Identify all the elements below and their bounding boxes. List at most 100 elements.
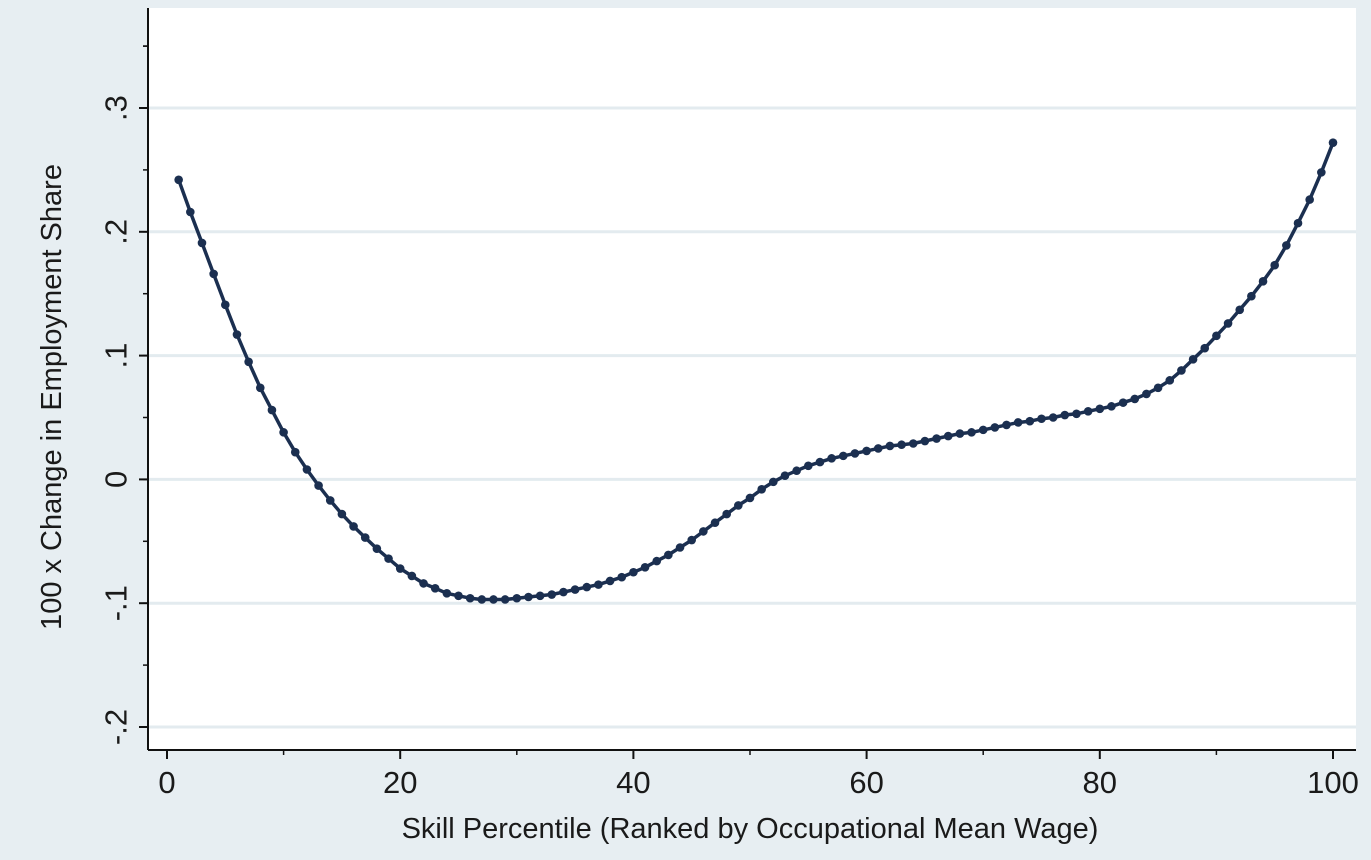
y-tick-label: 0 bbox=[99, 471, 134, 488]
data-point bbox=[920, 436, 930, 446]
data-point bbox=[990, 423, 1000, 432]
data-point bbox=[699, 527, 708, 536]
data-point bbox=[804, 461, 813, 471]
data-point bbox=[197, 238, 207, 248]
data-point bbox=[885, 441, 895, 451]
data-point bbox=[897, 440, 906, 450]
y-tick-label: .1 bbox=[99, 343, 134, 369]
data-point bbox=[640, 562, 650, 572]
data-point bbox=[1048, 413, 1058, 422]
x-tick-label: 40 bbox=[616, 765, 650, 800]
data-point bbox=[687, 535, 696, 545]
data-point bbox=[209, 269, 218, 279]
y-tick-label: .3 bbox=[99, 95, 134, 121]
data-point bbox=[1317, 168, 1326, 177]
y-tick-label: -.2 bbox=[99, 709, 134, 745]
data-point bbox=[384, 554, 393, 563]
data-point bbox=[757, 485, 766, 494]
data-point bbox=[186, 207, 195, 217]
data-point bbox=[780, 471, 790, 480]
data-point bbox=[1002, 420, 1011, 430]
x-tick-label: 60 bbox=[849, 765, 883, 800]
data-point bbox=[442, 588, 452, 598]
data-point bbox=[955, 429, 965, 438]
data-point bbox=[337, 509, 347, 519]
data-point bbox=[792, 466, 801, 476]
data-point bbox=[1072, 409, 1081, 419]
x-tick-label: 100 bbox=[1307, 765, 1359, 800]
data-point bbox=[559, 587, 568, 597]
data-point bbox=[1142, 389, 1151, 399]
x-axis-title: Skill Percentile (Ranked by Occupational… bbox=[402, 813, 1099, 845]
data-point bbox=[244, 357, 253, 367]
y-tick-label: -.1 bbox=[99, 585, 134, 621]
data-point bbox=[267, 405, 277, 415]
data-point bbox=[769, 477, 778, 487]
data-point bbox=[664, 550, 673, 560]
data-point bbox=[174, 175, 183, 185]
data-point bbox=[221, 300, 230, 310]
data-point bbox=[314, 481, 323, 490]
data-point bbox=[454, 591, 463, 601]
data-point bbox=[1200, 343, 1210, 353]
data-point bbox=[1293, 218, 1303, 228]
data-point bbox=[570, 585, 580, 594]
data-point bbox=[489, 595, 498, 604]
data-point bbox=[1060, 410, 1070, 420]
data-point bbox=[1107, 402, 1116, 411]
data-point bbox=[430, 584, 440, 593]
data-point bbox=[512, 593, 522, 603]
data-point bbox=[850, 449, 860, 458]
x-tick-label: 0 bbox=[158, 765, 175, 800]
data-point bbox=[395, 564, 405, 573]
data-point bbox=[524, 592, 533, 602]
data-point bbox=[1118, 398, 1128, 407]
data-point bbox=[372, 544, 382, 554]
data-point bbox=[838, 451, 848, 461]
data-point bbox=[465, 593, 475, 603]
data-point bbox=[547, 590, 557, 599]
data-point bbox=[932, 434, 941, 443]
data-point bbox=[1188, 355, 1198, 364]
data-point bbox=[605, 576, 615, 586]
data-point bbox=[1095, 404, 1105, 414]
data-point bbox=[815, 457, 825, 467]
gridlines bbox=[148, 106, 1356, 729]
series-layer bbox=[174, 138, 1338, 604]
data-point bbox=[1328, 138, 1338, 147]
x-tick-label: 20 bbox=[383, 765, 417, 800]
data-point bbox=[710, 518, 720, 528]
data-point bbox=[290, 447, 300, 457]
data-point bbox=[1177, 366, 1186, 375]
data-point bbox=[1212, 331, 1221, 341]
series-line bbox=[177, 142, 1335, 602]
data-point bbox=[1258, 277, 1268, 286]
data-point bbox=[232, 330, 242, 339]
y-axis-title: 100 x Change in Employment Share bbox=[36, 164, 68, 630]
data-point bbox=[279, 428, 288, 437]
data-point bbox=[349, 522, 358, 531]
data-point bbox=[255, 383, 265, 393]
x-tick-label: 80 bbox=[1083, 765, 1117, 800]
data-point bbox=[302, 465, 312, 474]
data-point bbox=[629, 567, 638, 577]
plot-area bbox=[148, 8, 1356, 750]
data-point bbox=[1247, 291, 1256, 301]
data-point bbox=[1235, 305, 1245, 315]
data-point bbox=[943, 431, 953, 441]
data-point bbox=[873, 444, 883, 453]
data-point bbox=[594, 580, 603, 589]
data-point bbox=[675, 543, 685, 552]
data-point bbox=[978, 425, 988, 435]
data-point bbox=[1025, 416, 1035, 426]
data-point bbox=[500, 595, 510, 604]
data-point bbox=[617, 572, 627, 582]
data-point bbox=[1282, 241, 1291, 250]
data-point bbox=[1037, 414, 1046, 424]
data-point bbox=[582, 582, 592, 592]
data-point bbox=[419, 579, 428, 588]
data-point bbox=[325, 496, 335, 505]
data-point bbox=[745, 493, 755, 503]
data-point bbox=[1130, 394, 1140, 404]
